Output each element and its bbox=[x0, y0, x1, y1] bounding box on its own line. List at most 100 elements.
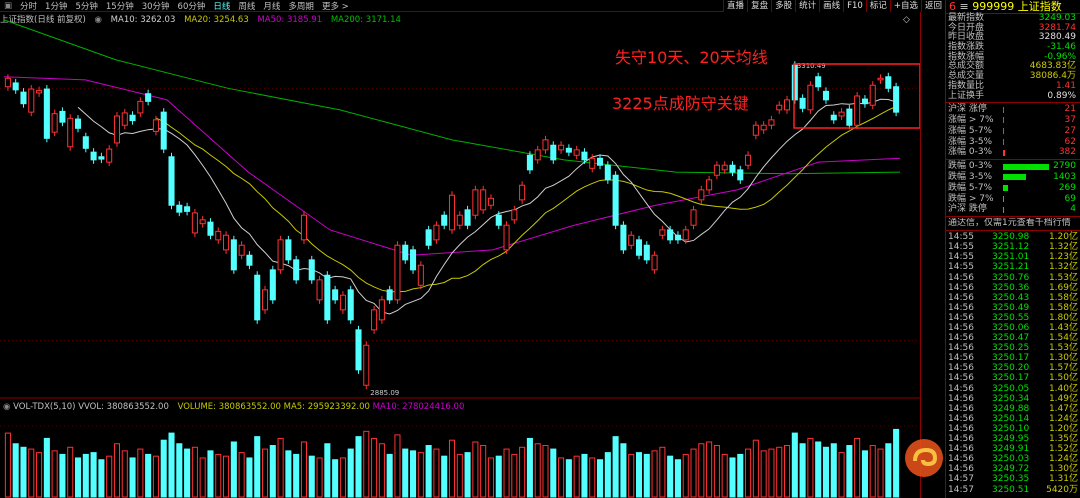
quote-value: 3249.03 bbox=[1038, 13, 1076, 23]
tick-price: 3250.14 bbox=[992, 413, 1030, 424]
volume-bar bbox=[106, 455, 113, 498]
toolbar-button-1[interactable]: 复盘 bbox=[747, 0, 771, 12]
tick-price: 3251.21 bbox=[992, 262, 1030, 273]
volume-bar bbox=[464, 452, 471, 498]
settings-icon[interactable]: ◉ bbox=[94, 15, 102, 25]
tick-list[interactable]: 14:55 3250.98 1.20亿 14:55 3251.12 1.32亿 14:55 3… bbox=[946, 232, 1080, 494]
candle bbox=[822, 90, 830, 101]
candle bbox=[74, 118, 82, 129]
volume-bar bbox=[830, 443, 837, 498]
tick-row: 14:56 3250.36 1.69亿 bbox=[946, 283, 1080, 293]
volume-bar bbox=[191, 446, 198, 498]
panel-toggle-icon[interactable]: ▣ bbox=[4, 0, 13, 11]
tab-period-9[interactable]: 多周期 bbox=[288, 1, 314, 12]
toolbar-button-5[interactable]: F10 bbox=[843, 0, 866, 12]
tick-price: 3250.03 bbox=[992, 454, 1030, 465]
quote-label: 总成交额 bbox=[948, 61, 985, 72]
volume-bar bbox=[277, 437, 284, 498]
candle bbox=[620, 224, 627, 251]
volume-bar bbox=[877, 448, 884, 498]
candle bbox=[464, 209, 471, 226]
candle bbox=[752, 124, 759, 136]
volume-bar bbox=[635, 452, 643, 498]
quote-row: 今日开盘 3281.74 bbox=[946, 22, 1080, 34]
diamond-icon: ◇ bbox=[903, 15, 910, 25]
toolbar-button-0[interactable]: 直播 bbox=[723, 0, 747, 12]
volume-bar bbox=[534, 443, 541, 498]
tab-period-7[interactable]: 周线 bbox=[238, 1, 256, 12]
candle bbox=[285, 239, 292, 261]
quote-label: 今日开盘 bbox=[948, 22, 985, 33]
toolbar-button-6[interactable]: 标记 bbox=[865, 0, 890, 12]
candle bbox=[238, 244, 245, 256]
tick-price: 3250.76 bbox=[992, 272, 1030, 283]
toolbar-button-7[interactable]: +自选 bbox=[889, 0, 921, 12]
candle bbox=[277, 239, 284, 271]
candle bbox=[721, 164, 728, 171]
volume-bar bbox=[589, 457, 596, 498]
candle bbox=[893, 86, 900, 113]
settings-icon[interactable]: ◉ bbox=[3, 402, 11, 412]
toolbar-button-2[interactable]: 多股 bbox=[771, 0, 795, 12]
tick-amount: 5420万 bbox=[1046, 484, 1078, 495]
volume-bar bbox=[838, 452, 845, 498]
volume-bar bbox=[628, 453, 635, 498]
tick-price: 3251.12 bbox=[992, 242, 1030, 253]
candle bbox=[659, 229, 666, 236]
volume-bar bbox=[495, 455, 502, 498]
candle bbox=[698, 189, 705, 201]
volume-bar bbox=[776, 446, 783, 498]
toolbar-button-8[interactable]: 返回 bbox=[920, 0, 945, 12]
tick-time: 14:56 bbox=[948, 383, 974, 394]
tab-period-10[interactable]: 更多 > bbox=[321, 1, 349, 12]
candle bbox=[137, 100, 144, 114]
tab-period-4[interactable]: 30分钟 bbox=[141, 1, 170, 12]
candle bbox=[433, 224, 440, 241]
breadth-value: 2790 bbox=[1053, 161, 1076, 172]
tab-period-3[interactable]: 15分钟 bbox=[105, 1, 134, 12]
tab-period-6[interactable]: 日线 bbox=[213, 1, 231, 12]
candle bbox=[36, 90, 43, 94]
candle bbox=[191, 212, 198, 234]
tab-period-1[interactable]: 1分钟 bbox=[45, 1, 68, 12]
volume-bar bbox=[332, 459, 339, 498]
candle bbox=[223, 234, 230, 251]
ma10-line bbox=[77, 98, 897, 315]
candle bbox=[378, 299, 385, 321]
tab-period-5[interactable]: 60分钟 bbox=[177, 1, 206, 12]
tick-time: 14:56 bbox=[948, 393, 974, 404]
tab-period-2[interactable]: 5分钟 bbox=[75, 1, 98, 12]
tab-period-0[interactable]: 分时 bbox=[20, 1, 38, 12]
volume-bar bbox=[285, 450, 292, 498]
tab-period-8[interactable]: 月线 bbox=[263, 1, 281, 12]
tick-row: 14:56 3250.76 1.53亿 bbox=[946, 273, 1080, 283]
tick-amount: 1.54亿 bbox=[1048, 333, 1078, 344]
volume-bar bbox=[43, 437, 50, 498]
tick-price: 3250.49 bbox=[992, 302, 1030, 313]
tick-amount: 1.47亿 bbox=[1048, 403, 1078, 414]
volume-bar bbox=[768, 448, 775, 498]
tick-row: 14:55 3251.12 1.32亿 bbox=[946, 242, 1080, 252]
candle bbox=[106, 148, 113, 163]
volume-bar bbox=[12, 443, 19, 498]
candle bbox=[519, 184, 526, 201]
toolbar-button-4[interactable]: 画线 bbox=[819, 0, 843, 12]
tick-row: 14:55 3251.01 1.23亿 bbox=[946, 252, 1080, 262]
volume-bar bbox=[386, 453, 393, 498]
candle bbox=[4, 77, 11, 88]
quote-panel: 6 ≡ 999999 上证指数 最新指数 3249.03 今日开盘 3281.74 昨日… bbox=[946, 0, 1080, 498]
volume-bar bbox=[51, 450, 58, 498]
candle bbox=[737, 169, 744, 181]
breadth-row: 沪深 跌停 4 bbox=[946, 204, 1080, 215]
candle bbox=[503, 224, 510, 251]
tick-price: 3249.72 bbox=[992, 464, 1030, 475]
volume-bar bbox=[145, 453, 152, 498]
volume-bar bbox=[550, 448, 557, 498]
tick-time: 14:56 bbox=[948, 444, 974, 455]
candle bbox=[394, 244, 401, 301]
quote-row: 指数量比 1.41 bbox=[946, 81, 1080, 92]
toolbar-button-3[interactable]: 统计 bbox=[795, 0, 819, 12]
ticks-header[interactable]: 通达信，仅需1元查看千档行情 bbox=[948, 218, 1071, 229]
candle bbox=[846, 108, 853, 126]
